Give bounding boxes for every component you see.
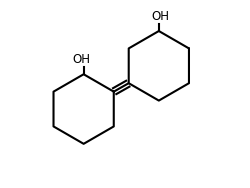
Text: OH: OH — [152, 10, 170, 23]
Text: OH: OH — [73, 53, 91, 66]
